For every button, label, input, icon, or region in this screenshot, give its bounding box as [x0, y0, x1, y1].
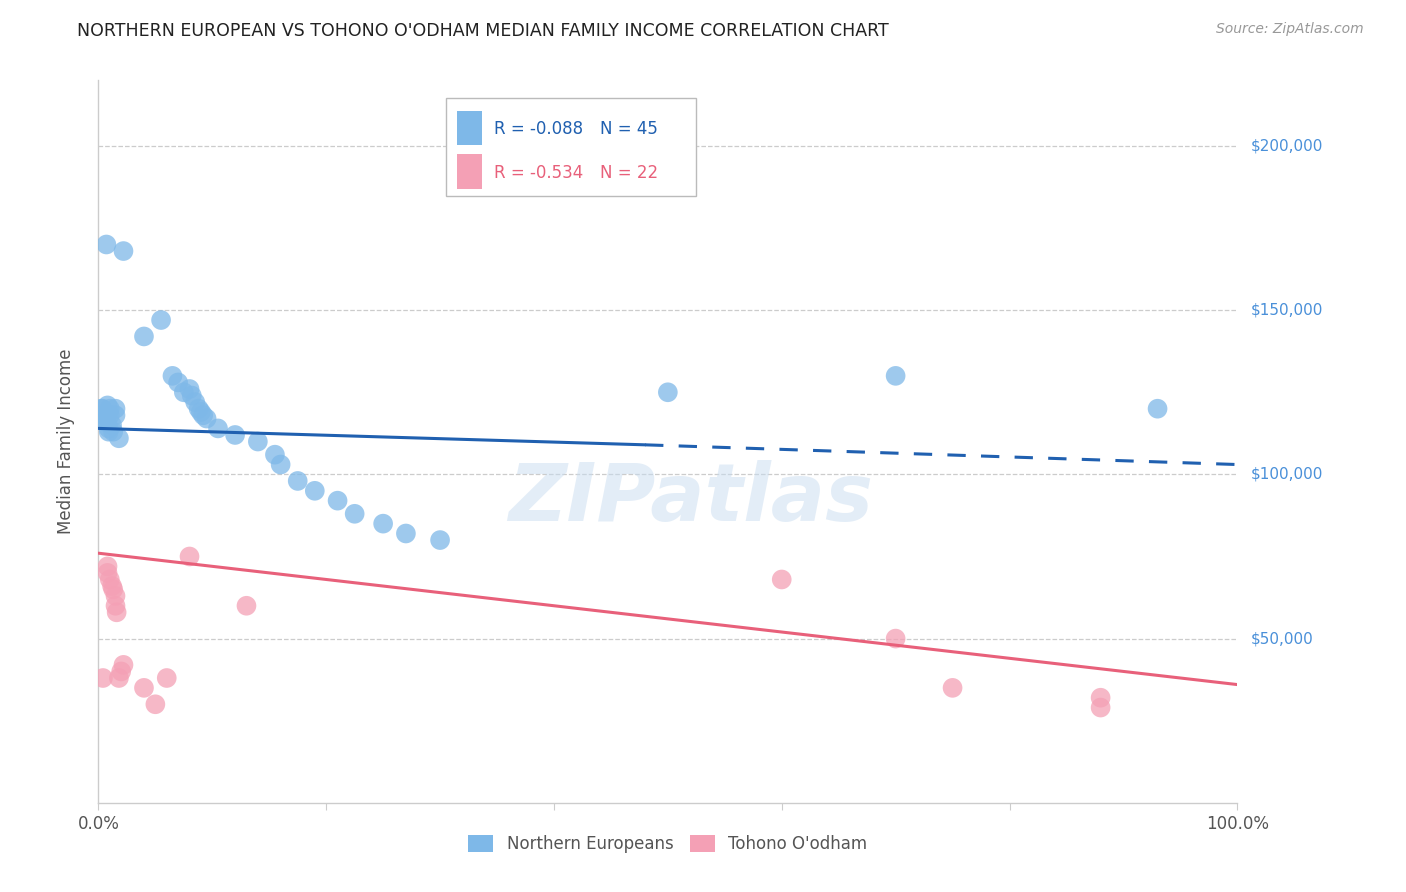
Point — [98, 409, 121, 423]
Point — [105, 605, 128, 619]
Point — [150, 313, 173, 327]
Point — [190, 405, 212, 419]
Point — [103, 425, 125, 439]
Bar — [457, 154, 482, 189]
Point — [112, 244, 135, 258]
Text: NORTHERN EUROPEAN VS TOHONO O'ODHAM MEDIAN FAMILY INCOME CORRELATION CHART: NORTHERN EUROPEAN VS TOHONO O'ODHAM MEDI… — [77, 22, 889, 40]
Text: R = -0.534: R = -0.534 — [494, 164, 583, 182]
Text: Source: ZipAtlas.com: Source: ZipAtlas.com — [1216, 22, 1364, 37]
Point — [167, 376, 190, 390]
Point — [179, 549, 201, 564]
Point — [429, 533, 451, 547]
Point — [132, 681, 155, 695]
Point — [104, 589, 127, 603]
Point — [97, 421, 120, 435]
Point — [104, 599, 127, 613]
Point — [184, 395, 207, 409]
Text: ZIPatlas: ZIPatlas — [508, 460, 873, 539]
Point — [264, 448, 287, 462]
Legend: Northern Europeans, Tohono O'odham: Northern Europeans, Tohono O'odham — [461, 828, 875, 860]
Point — [104, 401, 127, 416]
Point — [93, 409, 115, 423]
Point — [112, 657, 135, 672]
Point — [132, 329, 155, 343]
Point — [395, 526, 418, 541]
Point — [884, 632, 907, 646]
Y-axis label: Median Family Income: Median Family Income — [56, 349, 75, 534]
Point — [110, 665, 132, 679]
Point — [270, 458, 292, 472]
Point — [187, 401, 209, 416]
Text: N = 22: N = 22 — [599, 164, 658, 182]
FancyBboxPatch shape — [446, 98, 696, 196]
Point — [224, 428, 246, 442]
Point — [96, 415, 118, 429]
Point — [108, 671, 131, 685]
Point — [371, 516, 394, 531]
Point — [162, 368, 184, 383]
Point — [1090, 700, 1112, 714]
Point — [91, 671, 114, 685]
Point — [98, 401, 121, 416]
Point — [884, 368, 907, 383]
Bar — [457, 111, 482, 145]
Point — [94, 409, 117, 423]
Point — [90, 401, 112, 416]
Point — [179, 382, 201, 396]
Text: R = -0.088: R = -0.088 — [494, 120, 582, 138]
Point — [207, 421, 229, 435]
Point — [195, 411, 218, 425]
Point — [770, 573, 793, 587]
Point — [104, 409, 127, 423]
Point — [96, 398, 118, 412]
Point — [304, 483, 326, 498]
Point — [145, 698, 167, 712]
Point — [942, 681, 965, 695]
Point — [287, 474, 309, 488]
Point — [96, 237, 118, 252]
Point — [343, 507, 366, 521]
Point — [173, 385, 195, 400]
Text: N = 45: N = 45 — [599, 120, 658, 138]
Point — [101, 418, 124, 433]
Point — [193, 409, 215, 423]
Point — [657, 385, 679, 400]
Text: $50,000: $50,000 — [1251, 632, 1315, 646]
Point — [180, 388, 202, 402]
Point — [96, 566, 118, 580]
Point — [101, 579, 124, 593]
Point — [1090, 690, 1112, 705]
Point — [90, 401, 112, 416]
Point — [108, 431, 131, 445]
Text: $150,000: $150,000 — [1251, 302, 1323, 318]
Point — [103, 582, 125, 597]
Point — [235, 599, 257, 613]
Point — [94, 415, 117, 429]
Point — [98, 573, 121, 587]
Point — [156, 671, 179, 685]
Point — [97, 425, 120, 439]
Point — [96, 559, 118, 574]
Point — [1146, 401, 1168, 416]
Text: $200,000: $200,000 — [1251, 138, 1323, 153]
Point — [326, 493, 349, 508]
Text: $100,000: $100,000 — [1251, 467, 1323, 482]
Point — [246, 434, 269, 449]
